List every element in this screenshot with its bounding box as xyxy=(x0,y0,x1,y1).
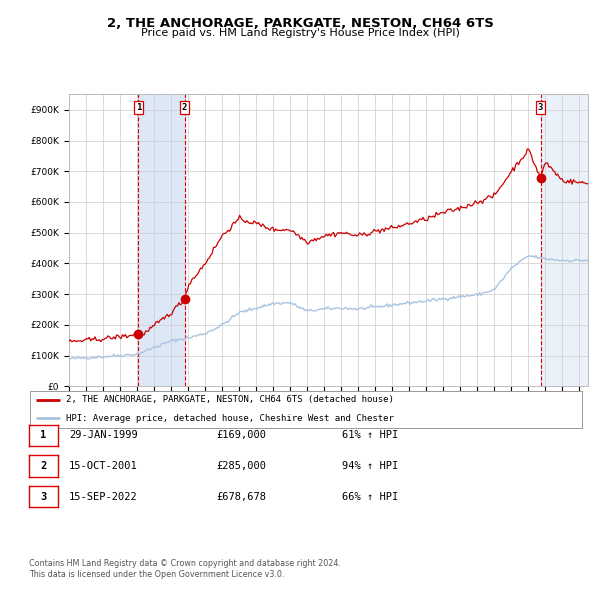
Text: Price paid vs. HM Land Registry's House Price Index (HPI): Price paid vs. HM Land Registry's House … xyxy=(140,28,460,38)
Text: 1: 1 xyxy=(136,103,141,112)
Text: £169,000: £169,000 xyxy=(216,431,266,440)
Text: £678,678: £678,678 xyxy=(216,492,266,502)
Text: Contains HM Land Registry data © Crown copyright and database right 2024.: Contains HM Land Registry data © Crown c… xyxy=(29,559,341,568)
Text: 2, THE ANCHORAGE, PARKGATE, NESTON, CH64 6TS (detached house): 2, THE ANCHORAGE, PARKGATE, NESTON, CH64… xyxy=(66,395,394,404)
Text: 1: 1 xyxy=(40,431,46,440)
Bar xyxy=(139,94,185,386)
Text: 3: 3 xyxy=(40,492,46,502)
Text: 66% ↑ HPI: 66% ↑ HPI xyxy=(342,492,398,502)
Text: 2: 2 xyxy=(182,103,187,112)
Text: This data is licensed under the Open Government Licence v3.0.: This data is licensed under the Open Gov… xyxy=(29,571,284,579)
Text: 2: 2 xyxy=(40,461,46,471)
Text: 2, THE ANCHORAGE, PARKGATE, NESTON, CH64 6TS: 2, THE ANCHORAGE, PARKGATE, NESTON, CH64… xyxy=(107,17,493,30)
Bar xyxy=(541,94,588,386)
Text: 3: 3 xyxy=(538,103,543,112)
Text: 29-JAN-1999: 29-JAN-1999 xyxy=(69,431,138,440)
Text: 94% ↑ HPI: 94% ↑ HPI xyxy=(342,461,398,471)
Text: HPI: Average price, detached house, Cheshire West and Chester: HPI: Average price, detached house, Ches… xyxy=(66,414,394,423)
Text: 61% ↑ HPI: 61% ↑ HPI xyxy=(342,431,398,440)
Text: £285,000: £285,000 xyxy=(216,461,266,471)
Text: 15-SEP-2022: 15-SEP-2022 xyxy=(69,492,138,502)
Text: 15-OCT-2001: 15-OCT-2001 xyxy=(69,461,138,471)
